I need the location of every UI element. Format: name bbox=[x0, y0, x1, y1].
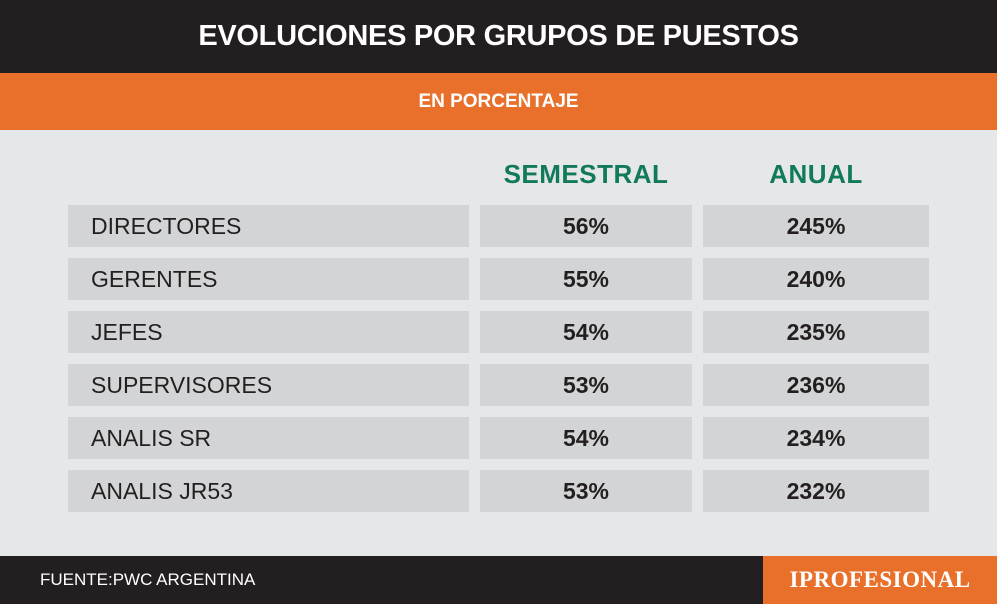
brand-logo: IPROFESIONAL bbox=[763, 556, 997, 604]
column-header-semestral: SEMESTRAL bbox=[503, 158, 669, 189]
anual-value: 245% bbox=[703, 205, 929, 247]
row-label: SUPERVISORES bbox=[68, 364, 469, 406]
data-table: DIRECTORES 56% 245% GERENTES 55% 240% JEFES 54%… bbox=[68, 205, 929, 512]
semestral-value: 54% bbox=[480, 417, 692, 459]
semestral-value: 54% bbox=[480, 311, 692, 353]
chart-subtitle: EN PORCENTAJE bbox=[0, 73, 997, 130]
semestral-value: 53% bbox=[480, 470, 692, 512]
anual-value: 234% bbox=[703, 417, 929, 459]
row-label: DIRECTORES bbox=[68, 205, 469, 247]
semestral-value: 53% bbox=[480, 364, 692, 406]
anual-value: 236% bbox=[703, 364, 929, 406]
row-label: ANALIS SR bbox=[68, 417, 469, 459]
anual-value: 232% bbox=[703, 470, 929, 512]
semestral-value: 55% bbox=[480, 258, 692, 300]
anual-value: 235% bbox=[703, 311, 929, 353]
semestral-value: 56% bbox=[480, 205, 692, 247]
row-label: ANALIS JR53 bbox=[68, 470, 469, 512]
footer: FUENTE:PWC ARGENTINA IPROFESIONAL bbox=[0, 556, 997, 604]
chart-title: EVOLUCIONES POR GRUPOS DE PUESTOS bbox=[0, 0, 997, 73]
source-note: FUENTE:PWC ARGENTINA bbox=[40, 570, 256, 589]
column-header-anual: ANUAL bbox=[769, 158, 863, 189]
row-label: GERENTES bbox=[68, 258, 469, 300]
row-label: JEFES bbox=[68, 311, 469, 353]
anual-value: 240% bbox=[703, 258, 929, 300]
